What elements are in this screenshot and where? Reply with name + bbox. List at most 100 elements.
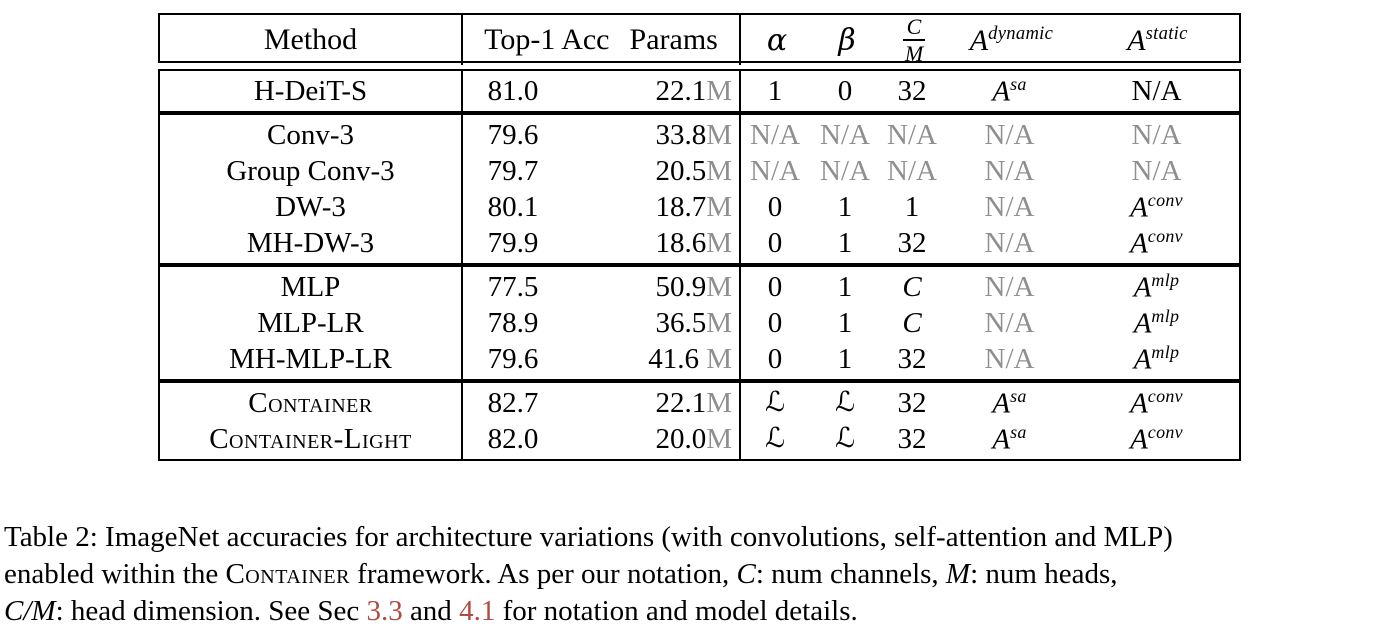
params-value: 18.7M [565, 189, 739, 225]
top1-acc-value: 80.1 [487, 191, 539, 223]
params-number: 20.5 [655, 155, 707, 187]
math-cells: 0 1 1 N/A Aconv [739, 189, 1239, 225]
value-cell: 1 [767, 74, 783, 107]
value-cell: 0 [837, 74, 853, 107]
caption-text: for notation and model details. [495, 595, 858, 627]
value-cell: N/A [984, 306, 1035, 339]
script-A: A [1133, 271, 1152, 304]
top1-acc-value: 79.6 [487, 343, 539, 375]
math-cells: N/A N/A N/A N/A N/A [739, 117, 1239, 153]
value-cell: N/A [750, 154, 800, 187]
params-unit: M [706, 75, 732, 107]
acc-params-cell: 82.7 22.1M [461, 385, 739, 421]
value-cell: 32 [897, 342, 927, 375]
table-row: MLP 77.5 50.9M 0 1 C N/A Amlp [160, 269, 1239, 305]
row-group: H-DeiT-S 81.0 22.1M 1 0 32 Asa N/A [160, 71, 1239, 111]
value-cell: 32 [897, 74, 927, 107]
value-cell: 32 [897, 386, 927, 419]
top1-acc-value: 82.0 [487, 423, 539, 455]
method-cell: DW-3 [275, 191, 346, 223]
table-caption: Table 2: ImageNet accuracies for archite… [4, 519, 1393, 630]
params-unit: M [706, 191, 732, 223]
params-unit: M [706, 119, 732, 151]
params-number: 20.0 [655, 423, 707, 455]
table-row-blocks: H-DeiT-S 81.0 22.1M 1 0 32 Asa N/A Conv-3 79… [160, 71, 1239, 459]
value-cell: 32 [897, 226, 927, 259]
math-cells: 1 0 32 Asa N/A [739, 73, 1239, 109]
script-A: A [1130, 387, 1148, 420]
script-A: A [992, 75, 1011, 108]
method-cell: MH-DW-3 [246, 227, 375, 259]
value-cell: 0 [767, 270, 783, 303]
value-cell: N/A [1131, 118, 1182, 151]
params-value: 20.0M [565, 421, 739, 457]
params-unit: M [706, 271, 732, 303]
value-cell: 1 [837, 306, 853, 339]
caption-text: C/M [4, 595, 56, 627]
params-value: 18.6M [565, 225, 739, 261]
acc-params-cell: 78.9 36.5M [461, 305, 739, 341]
value-cell: N/A [820, 154, 870, 187]
attention-type-cell: Aconv [1074, 227, 1239, 259]
table-row: Container 82.7 22.1M ℒ ℒ 32 Asa Aconv [160, 385, 1239, 421]
params-value: 50.9M [565, 269, 739, 305]
params-unit: M [706, 155, 732, 187]
table-row: H-DeiT-S 81.0 22.1M 1 0 32 Asa N/A [160, 73, 1239, 109]
value-cell: N/A [887, 154, 937, 187]
superscript: conv [1147, 386, 1183, 407]
script-A: A [1130, 423, 1148, 456]
col-header-a-static: Astatic [1127, 22, 1188, 57]
value-cell: 0 [767, 190, 783, 223]
script-A: A [1130, 227, 1148, 260]
params-value: 22.1M [565, 73, 739, 109]
superscript: conv [1147, 190, 1183, 211]
top1-acc-value: 82.7 [487, 387, 539, 419]
section-link-4-1[interactable]: 4.1 [459, 595, 496, 627]
params-value: 22.1M [565, 385, 739, 421]
section-link-3-3[interactable]: 3.3 [366, 595, 403, 627]
superscript: sa [1010, 422, 1027, 443]
attention-type-cell: Amlp [1074, 271, 1239, 303]
caption-text: : head dimension. See Sec [55, 595, 367, 627]
script-A: A [1130, 191, 1148, 224]
value-cell: N/A [984, 154, 1035, 187]
value-cell: 0 [767, 226, 783, 259]
col-header-a-dynamic: Adynamic [969, 22, 1054, 57]
fraction-denominator: M [904, 41, 924, 67]
method-cell: Conv-3 [267, 119, 354, 151]
attention-type-cell: Amlp [1074, 307, 1239, 339]
caption-text: Table 2: ImageNet accuracies for archite… [4, 521, 1173, 553]
params-number: 18.7 [655, 191, 707, 223]
col-header-math-group: α β C M Adynamic Astatic [739, 15, 1239, 65]
superscript: conv [1147, 422, 1183, 443]
math-cells: ℒ ℒ 32 Asa Aconv [739, 421, 1239, 457]
script-A: A [992, 423, 1011, 456]
method-cell: MLP-LR [257, 307, 364, 339]
params-value: 36.5M [565, 305, 739, 341]
params-number: 22.1 [655, 387, 707, 419]
col-header-top1-acc: Top-1 Acc [484, 23, 610, 57]
value-cell: 1 [837, 342, 853, 375]
row-group: Conv-3 79.6 33.8M N/A N/A N/A N/A N/A Group … [160, 115, 1239, 263]
value-cell: N/A [887, 118, 937, 151]
value-cell: 32 [897, 422, 927, 455]
col-header-acc-params: Top-1 Acc Params [461, 15, 739, 66]
caption-text: C [736, 558, 756, 590]
superscript: mlp [1151, 306, 1180, 327]
value-cell: N/A [750, 118, 800, 151]
params-value: 41.6 M [565, 341, 739, 377]
params-unit: M [706, 423, 732, 455]
value-cell: ℒ [835, 386, 855, 419]
attention-type-cell: Asa [945, 75, 1074, 107]
table-row: Group Conv-3 79.7 20.5M N/A N/A N/A N/A N/A [160, 153, 1239, 189]
acc-params-cell: 79.6 41.6 M [461, 341, 739, 377]
value-cell: 1 [837, 190, 853, 223]
params-unit: M [706, 307, 732, 339]
params-number: 18.6 [655, 227, 707, 259]
method-cell: MH-MLP-LR [229, 343, 392, 375]
table-row: Container-Light 82.0 20.0M ℒ ℒ 32 Asa Aconv [160, 421, 1239, 457]
value-cell: N/A [1131, 74, 1182, 107]
superscript: sa [1010, 74, 1027, 95]
col-header-beta: β [838, 22, 856, 58]
